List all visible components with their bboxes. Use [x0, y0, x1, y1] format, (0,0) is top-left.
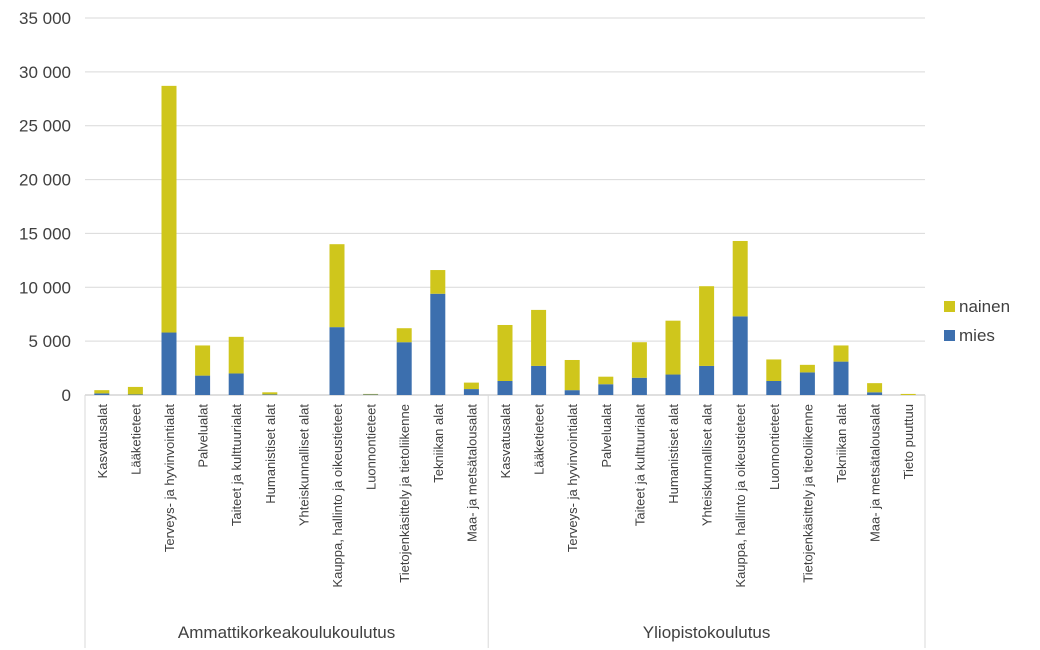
- bar-segment-nainen: [867, 383, 883, 393]
- x-tick-label: Luonnontieteet: [767, 404, 782, 490]
- bar-segment-nainen: [463, 382, 479, 390]
- y-tick-label: 5 000: [28, 332, 71, 351]
- bar-segment-mies: [598, 384, 614, 395]
- x-axis: Kasvatusalat Lääketieteet Terveys- ja hyvi…: [95, 404, 916, 588]
- legend-label-nainen: nainen: [959, 297, 1010, 316]
- x-tick-label: Taiteet ja kulttuurialat: [632, 404, 647, 527]
- x-tick-label: Lääketieteet: [532, 404, 547, 475]
- x-tick-label: Yhteiskunnalliset alat: [700, 404, 715, 527]
- bar-segment-nainen: [228, 336, 244, 374]
- legend-label-mies: mies: [959, 326, 995, 345]
- bar-segment-nainen: [665, 320, 681, 375]
- bar-segment-nainen: [195, 345, 211, 376]
- y-tick-label: 25 000: [19, 117, 71, 136]
- bar-segment-mies: [766, 380, 782, 395]
- bar-segment-nainen: [94, 390, 110, 394]
- bar-segment-nainen: [598, 376, 614, 385]
- x-tick-label: Terveys- ja hyvinvointialat: [162, 404, 177, 553]
- x-tick-label: Tietojenkäsittely ja tietoliikenne: [397, 404, 412, 583]
- x-tick-label: Maa- ja metsätalousalat: [464, 404, 479, 542]
- y-axis: 0 5 000 10 000 15 000 20 000 25 000 30 000 35 0…: [19, 9, 71, 405]
- x-tick-label: Humanistiset alat: [263, 404, 278, 504]
- bar-segment-mies: [228, 373, 244, 395]
- bar-segment-nainen: [329, 244, 345, 328]
- x-tick-label: Terveys- ja hyvinvointialat: [565, 404, 580, 553]
- x-tick-label: Kasvatusalat: [95, 404, 110, 479]
- bar-segment-mies: [161, 332, 177, 395]
- bar-segment-mies: [262, 394, 278, 395]
- bar-segment-mies: [195, 375, 211, 395]
- bar-segment-mies: [329, 327, 345, 395]
- y-tick-label: 15 000: [19, 224, 71, 243]
- bar-segment-mies: [699, 365, 715, 395]
- x-tick-label: Palvelualat: [599, 404, 614, 468]
- x-tick-label: Lääketieteet: [128, 404, 143, 475]
- y-tick-label: 0: [62, 386, 71, 405]
- y-tick-label: 20 000: [19, 171, 71, 190]
- x-tick-label: Humanistiset alat: [666, 404, 681, 504]
- legend-swatch-mies: [944, 330, 955, 341]
- x-tick-label: Tietojenkäsittely ja tietoliikenne: [800, 404, 815, 583]
- x-tick-label: Tieto puuttuu: [901, 404, 916, 479]
- bar-segment-nainen: [497, 324, 513, 381]
- x-tick-label: Maa- ja metsätalousalat: [868, 404, 883, 542]
- bar-segment-nainen: [161, 85, 177, 333]
- x-tick-label: Kasvatusalat: [498, 404, 513, 479]
- bar-segment-nainen: [430, 270, 446, 294]
- bar-segment-mies: [463, 389, 479, 395]
- bars: [94, 85, 916, 395]
- bar-segment-nainen: [699, 286, 715, 366]
- bar-segment-mies: [127, 394, 143, 395]
- x-tick-label: Kauppa, hallinto ja oikeustieteet: [733, 404, 748, 588]
- bar-segment-mies: [396, 342, 412, 395]
- bar-segment-nainen: [531, 309, 547, 366]
- group-label: Ammattikorkeakoulukoulutus: [178, 623, 395, 642]
- bar-segment-nainen: [262, 392, 278, 395]
- bar-segment-nainen: [799, 364, 815, 373]
- x-tick-label: Palvelualat: [196, 404, 211, 468]
- bar-segment-nainen: [631, 342, 647, 378]
- bar-segment-nainen: [766, 359, 782, 381]
- y-tick-label: 30 000: [19, 63, 71, 82]
- x-tick-label: Tekniikan alat: [834, 404, 849, 483]
- bar-segment-nainen: [363, 393, 379, 395]
- group-labels: Ammattikorkeakoulukoulutus Yliopistokoulu…: [84, 395, 926, 648]
- bar-segment-nainen: [833, 345, 849, 362]
- bar-segment-nainen: [564, 359, 580, 391]
- x-tick-label: Taiteet ja kulttuurialat: [229, 404, 244, 527]
- bar-segment-nainen: [900, 393, 916, 395]
- bar-segment-mies: [94, 393, 110, 395]
- bar-segment-mies: [363, 394, 379, 395]
- x-tick-label: Yhteiskunnalliset alat: [296, 404, 311, 527]
- bar-segment-nainen: [396, 328, 412, 343]
- bar-segment-mies: [665, 374, 681, 395]
- x-tick-label: Kauppa, hallinto ja oikeustieteet: [330, 404, 345, 588]
- x-tick-label: Tekniikan alat: [431, 404, 446, 483]
- x-tick-label: Luonnontieteet: [364, 404, 379, 490]
- bar-segment-mies: [430, 293, 446, 395]
- legend: nainen mies: [944, 297, 1010, 345]
- bar-segment-nainen: [732, 240, 748, 317]
- gridlines: [85, 17, 925, 396]
- y-tick-label: 35 000: [19, 9, 71, 28]
- bar-segment-mies: [631, 377, 647, 395]
- group-label: Yliopistokoulutus: [643, 623, 771, 642]
- bar-segment-nainen: [127, 386, 143, 395]
- bar-segment-mies: [531, 365, 547, 395]
- bar-segment-mies: [799, 372, 815, 395]
- legend-swatch-nainen: [944, 301, 955, 312]
- bar-segment-mies: [497, 380, 513, 395]
- bar-segment-mies: [564, 390, 580, 395]
- y-tick-label: 10 000: [19, 278, 71, 297]
- bar-segment-mies: [833, 361, 849, 395]
- bar-segment-mies: [732, 316, 748, 395]
- bar-segment-mies: [867, 392, 883, 395]
